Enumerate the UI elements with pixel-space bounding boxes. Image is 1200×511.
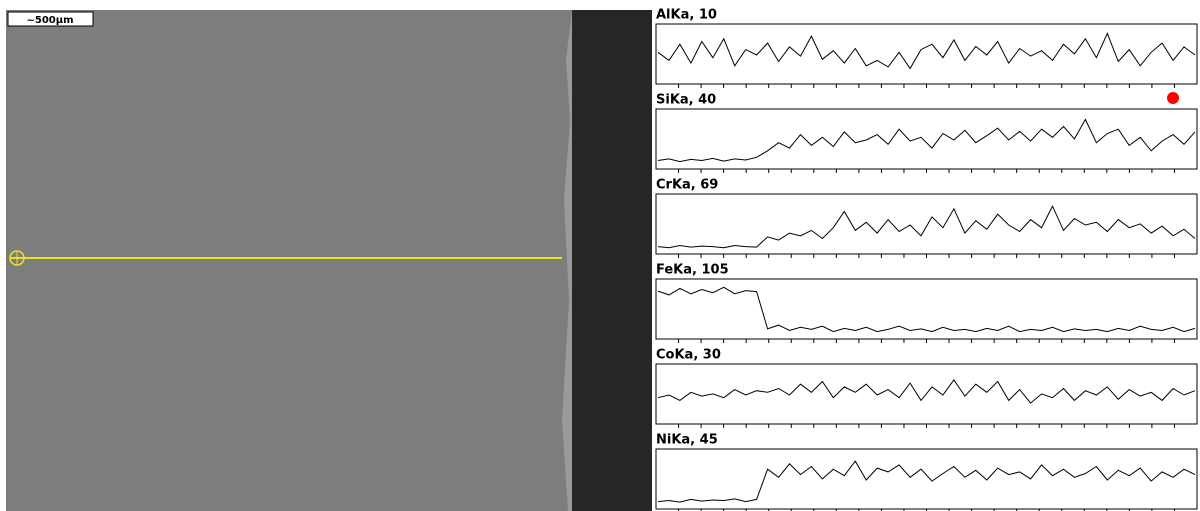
profile-title: AlKa, 10: [656, 8, 717, 23]
marker: [1167, 92, 1179, 104]
profile-title: CrKa, 69: [656, 178, 718, 193]
profile-frame: [656, 194, 1197, 254]
sem-image: [6, 10, 572, 511]
mount-region: [572, 10, 652, 511]
page: ~500µm AlKa, 10 SiKa, 40 CrKa, 69 FeKa, 105…: [0, 0, 1200, 511]
profile-title: SiKa, 40: [656, 93, 716, 108]
profile-title: NiKa, 45: [656, 433, 718, 448]
profile-frame: [656, 109, 1197, 169]
profile-title: CoKa, 30: [656, 348, 721, 363]
profile-title: FeKa, 105: [656, 263, 729, 278]
screen: ~500µm AlKa, 10 SiKa, 40 CrKa, 69 FeKa, 105…: [0, 0, 1200, 511]
scale-label: ~500µm: [26, 15, 73, 26]
